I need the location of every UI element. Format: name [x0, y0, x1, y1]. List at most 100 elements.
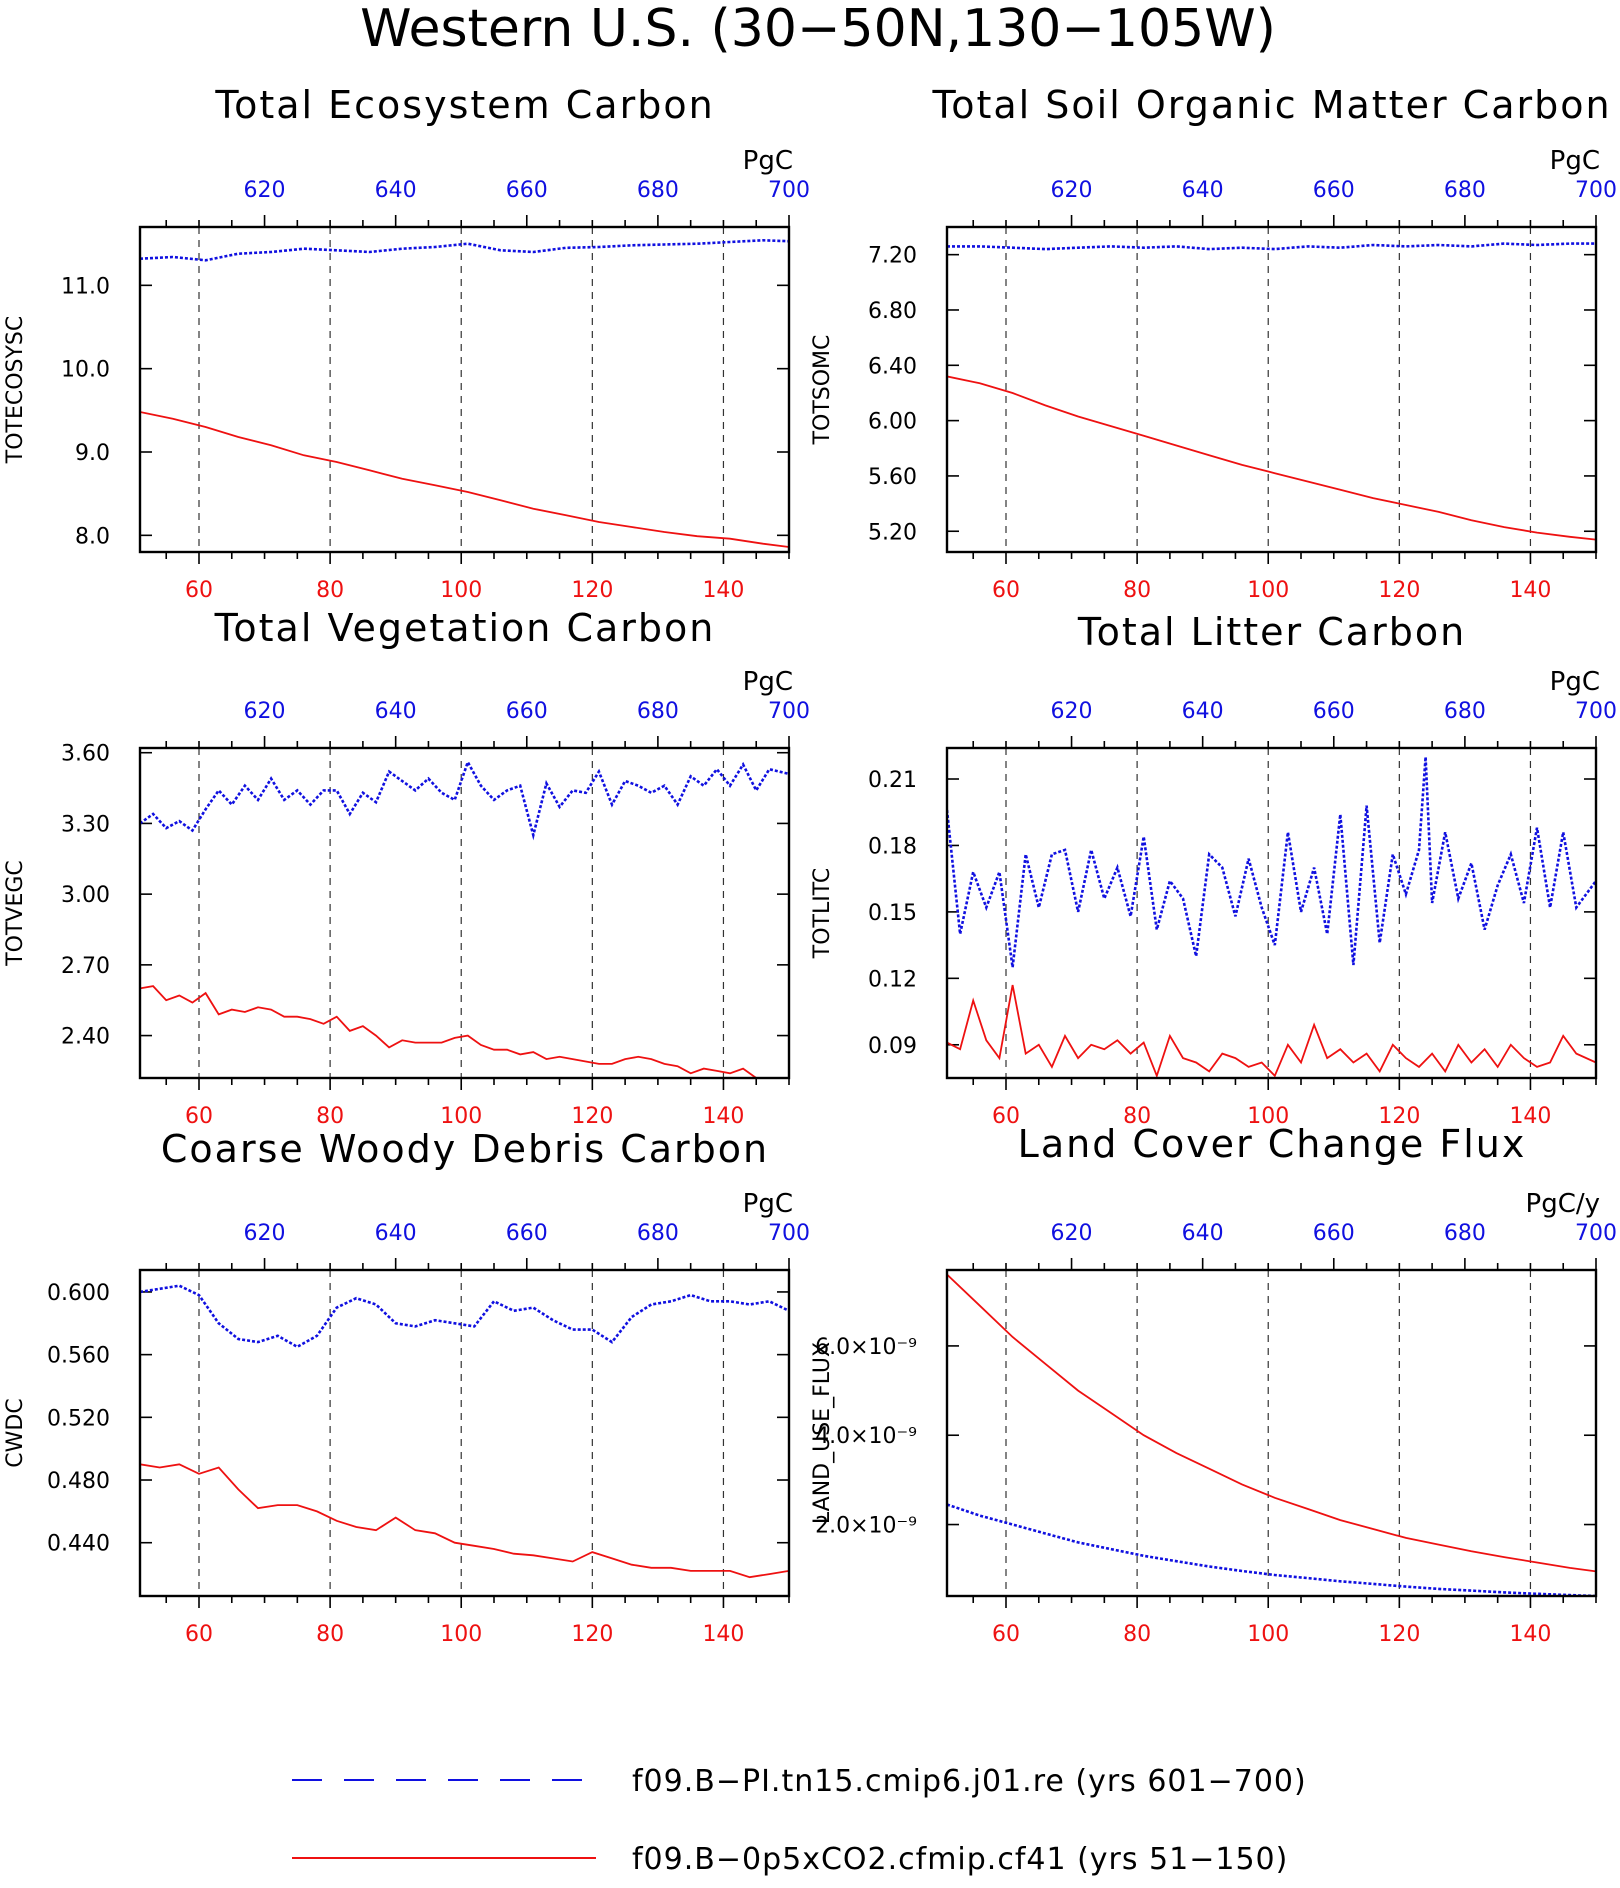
plot-frame-totecosysc [138, 225, 791, 554]
panel-title-totsomc: Total Soil Organic Matter Carbon [931, 83, 1611, 127]
top-tick-label-620: 620 [1051, 1221, 1093, 1246]
bottom-tick-label-140: 140 [702, 1104, 744, 1129]
panel-title-totlitc: Total Litter Carbon [1077, 610, 1466, 654]
bottom-tick-label-100: 100 [440, 1622, 482, 1647]
y-tick-label-2: 0.15 [868, 901, 917, 926]
bottom-tick-label-60: 60 [992, 1622, 1020, 1647]
series-line-0p5xco2-totsomc [947, 375, 1596, 541]
y-axis-label-totsomc: TOTSOMC [810, 335, 835, 446]
legend-label-pi: f09.B−PI.tn15.cmip6.j01.re (yrs 601−700) [632, 1764, 1307, 1799]
top-tick-label-620: 620 [1051, 178, 1093, 203]
unit-label-totecosysc: PgC [743, 146, 793, 176]
panel-totecosysc: Total Ecosystem Carbon 60 80 100 120 140 620 64… [3, 83, 810, 603]
panel-land-use-flux: Land Cover Change Flux 60 80 100 120 140 620 64… [810, 1122, 1617, 1647]
top-tick-label-680: 680 [1444, 178, 1486, 203]
series-line-pi-totecosysc [140, 238, 789, 262]
series-line-pi-land-use-flux [947, 1503, 1596, 1596]
y-tick-label-1: 0.480 [47, 1469, 110, 1494]
y-tick-label-2: 6.00 [868, 410, 917, 435]
y-tick-label-4: 0.600 [47, 1281, 110, 1306]
y-tick-label-5: 7.20 [868, 244, 917, 269]
top-tick-label-680: 680 [1444, 699, 1486, 724]
y-tick-label-2: 3.00 [61, 883, 110, 908]
top-tick-label-680: 680 [637, 178, 679, 203]
top-tick-label-700: 700 [1575, 1221, 1617, 1246]
panel-totlitc: Total Litter Carbon 60 80 100 120 140 620 640 66… [810, 610, 1617, 1129]
bottom-tick-label-100: 100 [1247, 578, 1289, 603]
series-line-0p5xco2-land-use-flux [947, 1273, 1596, 1573]
unit-label-totsomc: PgC [1550, 146, 1600, 176]
y-tick-label-0: 5.20 [868, 520, 917, 545]
plot-frame-cwdc [138, 1268, 791, 1598]
y-axis-label-totecosysc: TOTECOSYSC [3, 316, 28, 465]
y-tick-label-3: 11.0 [61, 274, 110, 299]
panel-title-totecosysc: Total Ecosystem Carbon [214, 83, 714, 127]
panel-title-land-use-flux: Land Cover Change Flux [1018, 1122, 1527, 1166]
y-axis-label-totlitc: TOTLITC [810, 868, 835, 959]
bottom-tick-label-80: 80 [316, 578, 344, 603]
bottom-tick-label-80: 80 [1123, 578, 1151, 603]
panels-container: Total Ecosystem Carbon 60 80 100 120 140 620 64… [3, 83, 1617, 1647]
figure-title: Western U.S. (30−50N,130−105W) [360, 0, 1276, 59]
series-line-0p5xco2-cwdc [140, 1463, 789, 1579]
y-tick-label-0: 8.0 [75, 524, 110, 549]
top-tick-label-620: 620 [244, 1221, 286, 1246]
top-tick-label-620: 620 [1051, 699, 1093, 724]
bottom-tick-label-60: 60 [185, 1104, 213, 1129]
bottom-tick-label-100: 100 [440, 1104, 482, 1129]
plot-frame-totsomc [945, 225, 1598, 554]
top-tick-label-620: 620 [244, 699, 286, 724]
y-tick-label-0: 2.40 [61, 1025, 110, 1050]
top-tick-label-700: 700 [768, 178, 810, 203]
y-tick-label-1: 0.12 [868, 967, 917, 992]
unit-label-cwdc: PgC [743, 1189, 793, 1219]
top-tick-label-640: 640 [1182, 1221, 1224, 1246]
y-tick-label-2: 10.0 [61, 358, 110, 383]
top-tick-label-620: 620 [244, 178, 286, 203]
bottom-tick-label-140: 140 [1509, 1104, 1551, 1129]
plot-frame-land-use-flux [945, 1268, 1598, 1598]
top-tick-label-700: 700 [1575, 178, 1617, 203]
bottom-tick-label-120: 120 [1378, 578, 1420, 603]
y-tick-label-2: 6.0×10⁻⁹ [815, 1335, 917, 1360]
bottom-tick-label-120: 120 [571, 1622, 613, 1647]
top-tick-label-660: 660 [1313, 1221, 1355, 1246]
panel-totsomc: Total Soil Organic Matter Carbon 60 80 100 1… [810, 83, 1617, 603]
top-tick-label-660: 660 [506, 699, 548, 724]
y-tick-label-0: 2.0×10⁻⁹ [815, 1514, 917, 1539]
legend: f09.B−PI.tn15.cmip6.j01.re (yrs 601−700)… [292, 1764, 1307, 1877]
y-tick-label-1: 9.0 [75, 441, 110, 466]
top-tick-label-660: 660 [1313, 178, 1355, 203]
series-line-pi-totsomc [947, 242, 1596, 251]
y-tick-label-0: 0.440 [47, 1532, 110, 1557]
plot-frame-totvegc [138, 746, 791, 1080]
top-tick-label-640: 640 [375, 699, 417, 724]
panel-totvegc: Total Vegetation Carbon 60 80 100 120 140 620 6… [3, 606, 810, 1129]
top-tick-label-660: 660 [506, 1221, 548, 1246]
top-tick-label-680: 680 [1444, 1221, 1486, 1246]
series-line-0p5xco2-totlitc [947, 984, 1596, 1078]
y-tick-label-3: 6.40 [868, 354, 917, 379]
y-tick-label-3: 0.18 [868, 834, 917, 859]
panel-title-cwdc: Coarse Woody Debris Carbon [161, 1127, 769, 1171]
bottom-tick-label-120: 120 [571, 1104, 613, 1129]
top-tick-label-700: 700 [768, 699, 810, 724]
series-line-pi-totlitc [947, 756, 1596, 968]
bottom-tick-label-60: 60 [185, 578, 213, 603]
bottom-tick-label-80: 80 [316, 1622, 344, 1647]
unit-label-totlitc: PgC [1550, 667, 1600, 697]
series-line-0p5xco2-totecosysc [140, 411, 789, 548]
unit-label-totvegc: PgC [743, 667, 793, 697]
bottom-tick-label-80: 80 [1123, 1104, 1151, 1129]
bottom-tick-label-140: 140 [702, 1622, 744, 1647]
top-tick-label-660: 660 [1313, 699, 1355, 724]
bottom-tick-label-80: 80 [1123, 1622, 1151, 1647]
bottom-tick-label-140: 140 [702, 578, 744, 603]
y-tick-label-0: 0.09 [868, 1034, 917, 1059]
top-tick-label-640: 640 [1182, 699, 1224, 724]
y-tick-label-4: 0.21 [868, 768, 917, 793]
top-tick-label-640: 640 [375, 178, 417, 203]
bottom-tick-label-100: 100 [1247, 1104, 1289, 1129]
y-axis-label-land-use-flux: LAND_USE_FLUX [810, 1342, 835, 1524]
